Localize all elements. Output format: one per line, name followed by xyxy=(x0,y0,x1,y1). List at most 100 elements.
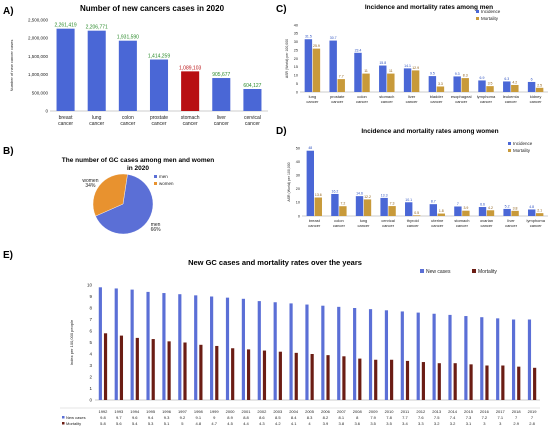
table-cell: 9.8 xyxy=(100,415,106,420)
table-cell: 7 xyxy=(531,415,534,420)
x-tick-label: 1993 xyxy=(114,409,124,414)
chart-title: New GC cases and mortality rates over th… xyxy=(188,258,362,267)
chart-c-men-rates: Incidence and mortality rates among men A… xyxy=(285,4,548,104)
y-tick-label: 0 xyxy=(45,109,48,114)
x-tick-label: breast xyxy=(59,115,74,121)
table-cell: 3.3 xyxy=(418,421,424,426)
table-cell: 5.1 xyxy=(164,421,170,426)
x-tick-label: leukemia xyxy=(503,94,520,99)
bar xyxy=(294,352,298,400)
x-tick-label: 2008 xyxy=(353,409,363,414)
bar-value-label: 3.5 xyxy=(488,82,493,86)
bar-value-label: 12.9 xyxy=(412,66,419,70)
bar xyxy=(278,351,282,400)
bar xyxy=(511,84,519,92)
pie-slice-label: men xyxy=(151,222,161,228)
legend-label: Incidence xyxy=(513,141,533,146)
bar-value-label: 905,677 xyxy=(212,72,230,78)
bar xyxy=(528,209,536,216)
bar xyxy=(183,342,187,400)
bar-value-label: 5.2 xyxy=(505,204,510,208)
x-tick-label: 2014 xyxy=(448,409,458,414)
x-tick-label: 2007 xyxy=(337,409,347,414)
pie-slice-label: 66% xyxy=(151,227,162,233)
x-tick-label: cancer xyxy=(357,223,370,228)
bar-value-label: 2,206,771 xyxy=(86,25,108,31)
bar xyxy=(503,81,511,92)
x-tick-label: stomach xyxy=(379,94,394,99)
table-cell: 5.3 xyxy=(148,421,154,426)
x-tick-label: cancer xyxy=(480,99,493,104)
bar-value-label: 9.5 xyxy=(430,72,435,76)
y-tick-label: 20 xyxy=(294,57,298,61)
table-cell: 8 xyxy=(356,415,359,420)
legend-swatch xyxy=(154,182,157,185)
y-tick-label: 2,000,000 xyxy=(28,36,49,41)
table-cell: 7.3 xyxy=(466,415,472,420)
bar xyxy=(511,210,519,216)
chart-b-gc-gender-pie: The number of GC cases among men and wom… xyxy=(62,157,214,235)
bar xyxy=(485,365,489,400)
bar xyxy=(354,52,362,92)
bar xyxy=(337,306,341,400)
bar xyxy=(486,86,494,92)
y-tick-label: 30 xyxy=(296,174,300,178)
chart-d-women-rates: Incidence and mortality rates among wome… xyxy=(287,128,548,228)
table-cell: 2.8 xyxy=(529,421,535,426)
y-tick-label: 2,500,000 xyxy=(28,18,49,23)
bar xyxy=(212,78,231,111)
x-tick-label: thyroid xyxy=(407,218,419,223)
table-cell: 3.6 xyxy=(354,421,360,426)
legend-swatch xyxy=(472,269,476,273)
legend-swatch xyxy=(508,149,511,152)
x-tick-label: ovarian xyxy=(480,218,493,223)
table-cell: 3 xyxy=(483,421,486,426)
x-tick-label: 1999 xyxy=(210,409,220,414)
bar xyxy=(363,199,372,216)
table-cell: 3 xyxy=(499,421,502,426)
bar xyxy=(437,363,441,400)
bar xyxy=(478,80,486,92)
panel-letter-e: E) xyxy=(3,250,13,261)
bar-value-label: 12.2 xyxy=(364,195,371,199)
bar xyxy=(215,345,219,400)
table-cell: 9.4 xyxy=(148,415,154,420)
table-cell: 4.8 xyxy=(196,421,202,426)
y-tick-label: 15 xyxy=(294,65,298,69)
bar xyxy=(331,193,339,216)
legend-label: women xyxy=(159,181,174,186)
bar xyxy=(536,213,544,216)
x-tick-label: bladder xyxy=(430,94,444,99)
chart-title: Incidence and mortality rates among wome… xyxy=(361,128,498,135)
pie-slice xyxy=(95,174,154,235)
bar xyxy=(329,40,337,92)
x-tick-label: 2017 xyxy=(496,409,506,414)
bar-value-label: 25.9 xyxy=(313,44,320,48)
x-tick-label: lung xyxy=(309,94,317,99)
x-tick-label: 2016 xyxy=(480,409,490,414)
x-tick-label: cancer xyxy=(151,121,166,127)
bar xyxy=(403,68,412,92)
bar xyxy=(353,308,357,400)
bar xyxy=(379,65,387,92)
bar-value-label: 6.3 xyxy=(504,77,509,81)
x-tick-label: 2019 xyxy=(528,409,538,414)
x-tick-label: cancer xyxy=(89,121,104,127)
y-tick-label: 2 xyxy=(89,375,92,380)
table-cell: 7.1 xyxy=(497,415,503,420)
bar xyxy=(461,78,469,92)
bar xyxy=(355,196,364,216)
x-tick-label: stomach xyxy=(454,218,469,223)
x-tick-label: prostate xyxy=(330,94,345,99)
table-cell: 9 xyxy=(213,415,216,420)
bar xyxy=(257,301,261,400)
table-row-label: Mortality xyxy=(66,421,81,426)
bar xyxy=(374,359,378,400)
x-tick-label: lymphoma xyxy=(526,218,545,223)
y-axis-label: ASR (World) per 100,000 xyxy=(287,162,291,201)
bar xyxy=(314,197,322,216)
x-tick-label: uterine xyxy=(431,218,444,223)
table-cell: 4.1 xyxy=(291,421,297,426)
x-tick-label: lung xyxy=(360,218,368,223)
x-tick-label: colon xyxy=(357,94,367,99)
